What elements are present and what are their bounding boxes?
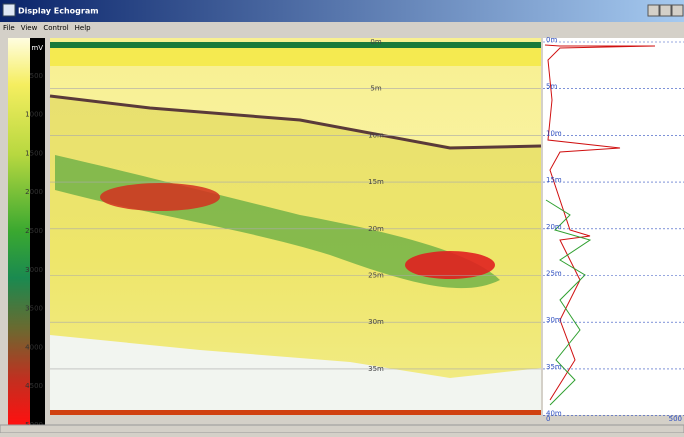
colorbar-label: 1500: [25, 149, 43, 157]
close-button[interactable]: [672, 5, 683, 16]
colorbar-label: 500: [30, 72, 43, 80]
depth-label: 35m: [368, 365, 384, 373]
depth-label: 25m: [368, 272, 384, 280]
colorbar-label: 2000: [25, 188, 43, 196]
colorbar-label: 4500: [25, 382, 43, 390]
axis-label: 0: [546, 415, 550, 423]
depth-label: 30m: [546, 316, 562, 324]
depth-label: 30m: [368, 318, 384, 326]
depth-label: 35m: [546, 363, 562, 371]
depth-label: 5m: [546, 83, 557, 91]
depth-label: 20m: [546, 223, 562, 231]
surface-band: [50, 42, 541, 48]
menu-item[interactable]: Control: [43, 24, 68, 32]
menu-item[interactable]: File: [3, 24, 15, 32]
title-bar: [0, 0, 684, 22]
app-window: Display Echogram File View Control Help mV 5…: [0, 0, 684, 433]
app-icon: [3, 4, 15, 16]
bottom-strip: [50, 410, 541, 415]
colorbar-label: 3000: [25, 266, 43, 274]
fish-school-red: [100, 183, 220, 211]
depth-label: 15m: [546, 176, 562, 184]
depth-label: 10m: [368, 131, 384, 139]
depth-label: 0m: [546, 36, 557, 44]
colorbar-label: mV: [31, 44, 43, 52]
depth-label: 20m: [368, 225, 384, 233]
colorbar-label: 4000: [25, 343, 43, 351]
maximize-button[interactable]: [660, 5, 671, 16]
profile-panel: [543, 38, 684, 415]
window-title: Display Echogram: [18, 7, 99, 16]
colorbar-label: 2500: [25, 227, 43, 235]
menu-item[interactable]: View: [21, 24, 38, 32]
menu-bar: File View Control Help: [3, 24, 91, 32]
colorbar-label: 3500: [25, 305, 43, 313]
axis-label: 500: [669, 415, 682, 423]
page: Display Echogram File View Control Help mV 5…: [0, 0, 684, 433]
depth-label: 10m: [546, 129, 562, 137]
status-bar: [0, 425, 684, 433]
menu-item[interactable]: Help: [75, 24, 92, 32]
colorbar-label: 1000: [25, 111, 43, 119]
near-surface: [50, 48, 541, 66]
depth-label: 25m: [546, 270, 562, 278]
minimize-button[interactable]: [648, 5, 659, 16]
depth-label: 5m: [370, 85, 381, 93]
depth-label: 15m: [368, 178, 384, 186]
fish-school-red: [405, 251, 495, 279]
depth-label: 0m: [370, 38, 381, 46]
